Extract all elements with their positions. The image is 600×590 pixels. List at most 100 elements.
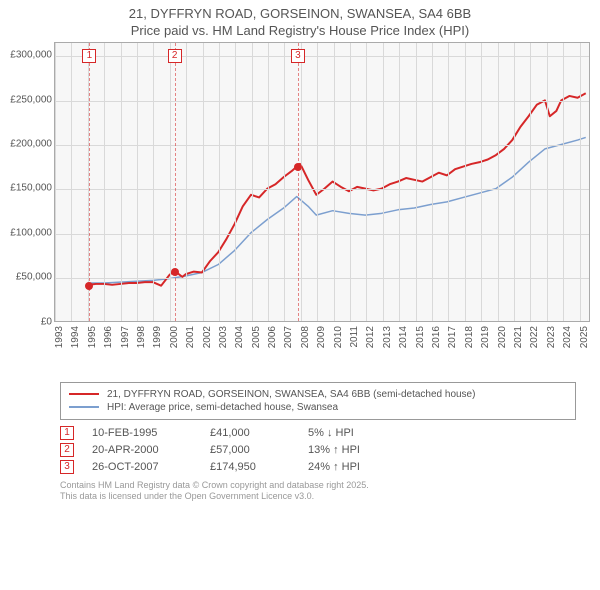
x-tick-label: 1993 xyxy=(54,326,65,348)
x-tick-label: 2014 xyxy=(398,326,409,348)
x-tick-label: 2025 xyxy=(579,326,590,348)
x-tick-label: 1995 xyxy=(87,326,98,348)
gridline-v xyxy=(481,43,482,321)
gridline-v xyxy=(121,43,122,321)
gridline-v xyxy=(366,43,367,321)
gridline-v xyxy=(432,43,433,321)
x-tick-label: 2020 xyxy=(497,326,508,348)
attribution: Contains HM Land Registry data © Crown c… xyxy=(60,480,576,503)
gridline-v xyxy=(235,43,236,321)
legend-swatch xyxy=(69,406,99,408)
gridline-v xyxy=(301,43,302,321)
gridline-h xyxy=(55,278,589,279)
gridline-v xyxy=(71,43,72,321)
legend: 21, DYFFRYN ROAD, GORSEINON, SWANSEA, SA… xyxy=(60,382,576,420)
gridline-h xyxy=(55,101,589,102)
event-row: 110-FEB-1995£41,0005% ↓ HPI xyxy=(60,426,576,440)
event-line xyxy=(89,43,90,321)
gridline-v xyxy=(530,43,531,321)
gridline-v xyxy=(219,43,220,321)
plot: 1 2 3 xyxy=(54,42,590,322)
event-price: £57,000 xyxy=(210,444,290,456)
legend-item: HPI: Average price, semi-detached house,… xyxy=(69,402,567,413)
event-id: 3 xyxy=(60,460,74,474)
event-line xyxy=(175,43,176,321)
x-tick-label: 1994 xyxy=(70,326,81,348)
attribution-line2: This data is licensed under the Open Gov… xyxy=(60,491,576,503)
gridline-v xyxy=(104,43,105,321)
x-tick-label: 2019 xyxy=(480,326,491,348)
gridline-v xyxy=(498,43,499,321)
attribution-line1: Contains HM Land Registry data © Crown c… xyxy=(60,480,576,492)
x-tick-label: 2002 xyxy=(202,326,213,348)
legend-label: HPI: Average price, semi-detached house,… xyxy=(107,402,338,413)
series-line xyxy=(89,137,585,283)
y-tick-label: £250,000 xyxy=(10,94,52,105)
event-marker-box: 3 xyxy=(291,49,305,63)
x-tick-label: 2010 xyxy=(333,326,344,348)
x-tick-label: 1997 xyxy=(120,326,131,348)
gridline-v xyxy=(465,43,466,321)
x-axis: 1993199419951996199719981999200020012002… xyxy=(54,322,590,372)
x-tick-label: 2004 xyxy=(234,326,245,348)
gridline-v xyxy=(284,43,285,321)
x-tick-label: 2005 xyxy=(251,326,262,348)
x-tick-label: 2013 xyxy=(382,326,393,348)
event-pct: 24% ↑ HPI xyxy=(308,461,408,473)
event-id: 1 xyxy=(60,426,74,440)
chart-title: 21, DYFFRYN ROAD, GORSEINON, SWANSEA, SA… xyxy=(0,0,600,42)
gridline-v xyxy=(317,43,318,321)
x-tick-label: 2011 xyxy=(349,326,360,348)
x-tick-label: 2009 xyxy=(316,326,327,348)
gridline-v xyxy=(448,43,449,321)
x-tick-label: 2000 xyxy=(169,326,180,348)
title-line1: 21, DYFFRYN ROAD, GORSEINON, SWANSEA, SA… xyxy=(10,6,590,23)
event-id: 2 xyxy=(60,443,74,457)
event-marker-dot xyxy=(85,282,93,290)
event-date: 10-FEB-1995 xyxy=(92,427,192,439)
gridline-v xyxy=(547,43,548,321)
x-tick-label: 2001 xyxy=(185,326,196,348)
event-marker-dot xyxy=(171,268,179,276)
y-tick-label: £0 xyxy=(41,316,52,327)
y-tick-label: £150,000 xyxy=(10,183,52,194)
x-tick-label: 2006 xyxy=(267,326,278,348)
gridline-v xyxy=(186,43,187,321)
x-tick-label: 2023 xyxy=(546,326,557,348)
y-tick-label: £50,000 xyxy=(16,272,52,283)
x-tick-label: 2015 xyxy=(415,326,426,348)
gridline-h xyxy=(55,189,589,190)
event-row: 326-OCT-2007£174,95024% ↑ HPI xyxy=(60,460,576,474)
event-row: 2 20-APR-2000 £57,000 13% ↑ HPI xyxy=(60,443,576,457)
gridline-v xyxy=(350,43,351,321)
y-tick-label: £300,000 xyxy=(10,50,52,61)
event-date: 20-APR-2000 xyxy=(92,444,192,456)
x-tick-label: 2021 xyxy=(513,326,524,348)
gridline-v xyxy=(203,43,204,321)
x-tick-label: 1998 xyxy=(136,326,147,348)
x-tick-label: 2016 xyxy=(431,326,442,348)
event-line xyxy=(298,43,299,321)
event-pct: 13% ↑ HPI xyxy=(308,444,408,456)
event-price: £41,000 xyxy=(210,427,290,439)
gridline-v xyxy=(55,43,56,321)
x-tick-label: 2024 xyxy=(562,326,573,348)
legend-swatch xyxy=(69,393,99,395)
event-marker-box: 2 xyxy=(168,49,182,63)
gridline-v xyxy=(416,43,417,321)
event-date: 26-OCT-2007 xyxy=(92,461,192,473)
gridline-v xyxy=(268,43,269,321)
x-tick-label: 2008 xyxy=(300,326,311,348)
gridline-h xyxy=(55,145,589,146)
y-tick-label: £100,000 xyxy=(10,227,52,238)
event-marker-dot xyxy=(294,163,302,171)
chart-area: £0£50,000£100,000£150,000£200,000£250,00… xyxy=(10,42,590,372)
gridline-v xyxy=(334,43,335,321)
gridline-v xyxy=(580,43,581,321)
event-marker-box: 1 xyxy=(82,49,96,63)
gridline-v xyxy=(399,43,400,321)
x-tick-label: 2017 xyxy=(447,326,458,348)
title-line2: Price paid vs. HM Land Registry's House … xyxy=(10,23,590,40)
gridline-v xyxy=(137,43,138,321)
x-tick-label: 1999 xyxy=(152,326,163,348)
